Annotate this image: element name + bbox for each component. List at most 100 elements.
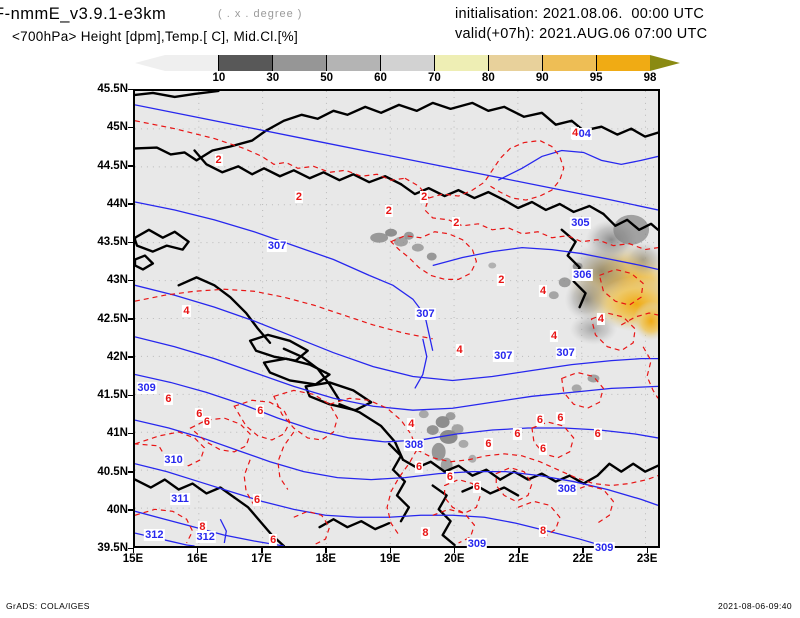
- y-tick-40N: 40N: [106, 503, 128, 516]
- contour-label-temp-6: 6: [593, 427, 602, 440]
- contour-label-temp-2: 2: [294, 190, 303, 203]
- y-tick-44N: 44N: [106, 197, 128, 210]
- contour-label-height-307: 307: [555, 347, 576, 360]
- x-tickmark: [518, 548, 520, 553]
- x-tick-23E: 23E: [636, 553, 658, 565]
- contour-label-temp-4: 4: [571, 127, 580, 140]
- y-tickmark: [128, 241, 133, 243]
- x-tickmark: [582, 548, 584, 553]
- contour-label-temp-6: 6: [484, 438, 493, 451]
- colorbar-tick-90: 90: [535, 72, 549, 84]
- y-tickmark: [128, 126, 133, 129]
- contour-label-height-312: 312: [144, 528, 165, 541]
- x-tick-18E: 18E: [315, 553, 337, 565]
- y-tickmark: [128, 279, 133, 282]
- colorbar-cell-6: [489, 55, 543, 71]
- colorbar-cell-8: [597, 55, 650, 71]
- x-tick-22E: 22E: [572, 553, 594, 565]
- contour-label-temp-2: 2: [497, 273, 506, 286]
- contour-label-temp-2: 2: [384, 205, 393, 218]
- x-tickmark: [132, 548, 134, 553]
- colorbar-tick-labels: 10 30 50 60 70 80 90 95 98: [135, 72, 680, 86]
- y-tickmark: [128, 471, 133, 473]
- model-name: F-nmmE_v3.9.1-e3km: [0, 5, 167, 23]
- contour-label-temp-4: 4: [596, 312, 605, 325]
- y-tickmark: [128, 432, 133, 435]
- y-tick-42N: 42N: [106, 350, 128, 363]
- contour-label-temp-4: 4: [407, 417, 416, 430]
- y-tickmark: [128, 318, 133, 320]
- colorbar-cell-5: [435, 55, 489, 71]
- x-tickmark: [196, 548, 199, 553]
- contour-label-temp-6: 6: [535, 413, 544, 426]
- contour-label-temp-6: 6: [195, 407, 204, 420]
- x-tick-21E: 21E: [508, 553, 529, 565]
- coastline-borders: [135, 91, 658, 546]
- temperature-contours: [135, 120, 658, 546]
- valid-time: valid(+07h): 2021.AUG.06 07:00 UTC: [455, 26, 708, 42]
- contour-label-height-308: 308: [556, 482, 578, 495]
- footer-timestamp: 2021-08-06-09:40: [718, 601, 792, 611]
- contour-label-height-311: 311: [170, 492, 190, 505]
- x-tick-16E: 16E: [187, 553, 208, 565]
- colorbar-cell-7: [543, 55, 597, 71]
- contour-label-height-312: 312: [195, 530, 216, 543]
- colorbar-tick-70: 70: [428, 72, 441, 84]
- contour-label-temp-6: 6: [202, 416, 212, 429]
- colorbar-tick-95: 95: [589, 72, 603, 84]
- contour-label-temp-8: 8: [421, 527, 430, 540]
- contour-label-height-309: 309: [136, 381, 157, 394]
- colorbar-cell-0: [165, 55, 219, 71]
- contour-label-temp-6: 6: [164, 392, 173, 405]
- contour-label-temp-8: 8: [198, 521, 207, 534]
- contour-label-temp-8: 8: [539, 524, 548, 537]
- y-tickmark: [128, 203, 133, 205]
- contour-label-temp-4: 4: [539, 284, 548, 297]
- x-tickmark: [646, 548, 649, 553]
- colorbar-tick-50: 50: [320, 72, 334, 84]
- y-tickmark: [128, 88, 133, 90]
- contour-label-temp-6: 6: [253, 494, 262, 507]
- contour-label-temp-4: 4: [549, 329, 559, 342]
- contour-label-temp-2: 2: [420, 190, 429, 203]
- contour-label-temp-6: 6: [513, 427, 522, 440]
- colorbar-under-arrow: [135, 55, 165, 71]
- contour-label-height-310: 310: [163, 454, 184, 467]
- x-tick-17E: 17E: [251, 553, 272, 565]
- colorbar-tick-10: 10: [212, 72, 226, 84]
- contour-label-temp-2: 2: [214, 153, 223, 166]
- contour-label-height-309: 309: [593, 542, 615, 555]
- colorbar-cell-2: [273, 55, 327, 71]
- contour-label-height-306: 306: [572, 268, 593, 281]
- colorbar-over-arrow: [650, 55, 680, 71]
- contour-label-height-307: 307: [266, 239, 288, 252]
- contour-label-temp-6: 6: [415, 461, 424, 474]
- contour-label-height-309: 309: [466, 537, 488, 550]
- model-grid-resolution: ( . x . degree ): [218, 8, 303, 20]
- y-tick-41.5N: 41.5N: [97, 389, 128, 401]
- map-plot-area: 304 305 306 307 307 307 307 308 308 309 309 309 310 3…: [133, 89, 660, 555]
- colorbar-cell-3: [327, 55, 381, 71]
- colorbar-cell-1: [219, 55, 273, 71]
- y-tickmark: [128, 394, 133, 396]
- colorbar-strip: [165, 55, 650, 71]
- colorbar-tick-60: 60: [374, 72, 387, 84]
- contour-label-temp-2: 2: [452, 216, 461, 229]
- y-tick-45.5N: 45.5N: [97, 83, 128, 95]
- footer-credit: GrADS: COLA/IGES: [6, 601, 90, 611]
- y-tickmark: [128, 356, 133, 358]
- x-tick-20E: 20E: [444, 553, 465, 565]
- colorbar-tick-98: 98: [643, 72, 657, 84]
- y-tickmark: [128, 547, 133, 549]
- x-tick-19E: 19E: [379, 553, 401, 565]
- contour-label-height-307: 307: [415, 308, 436, 321]
- y-tick-41N: 41N: [106, 427, 128, 440]
- contour-label-temp-6: 6: [445, 471, 454, 484]
- x-tickmark: [389, 548, 392, 553]
- contour-label-temp-6: 6: [539, 443, 548, 456]
- contour-label-temp-4: 4: [455, 343, 464, 356]
- y-tickmark: [128, 509, 133, 511]
- x-tickmark: [325, 548, 327, 553]
- contour-label-temp-6: 6: [556, 412, 565, 425]
- x-tickmark: [261, 548, 263, 553]
